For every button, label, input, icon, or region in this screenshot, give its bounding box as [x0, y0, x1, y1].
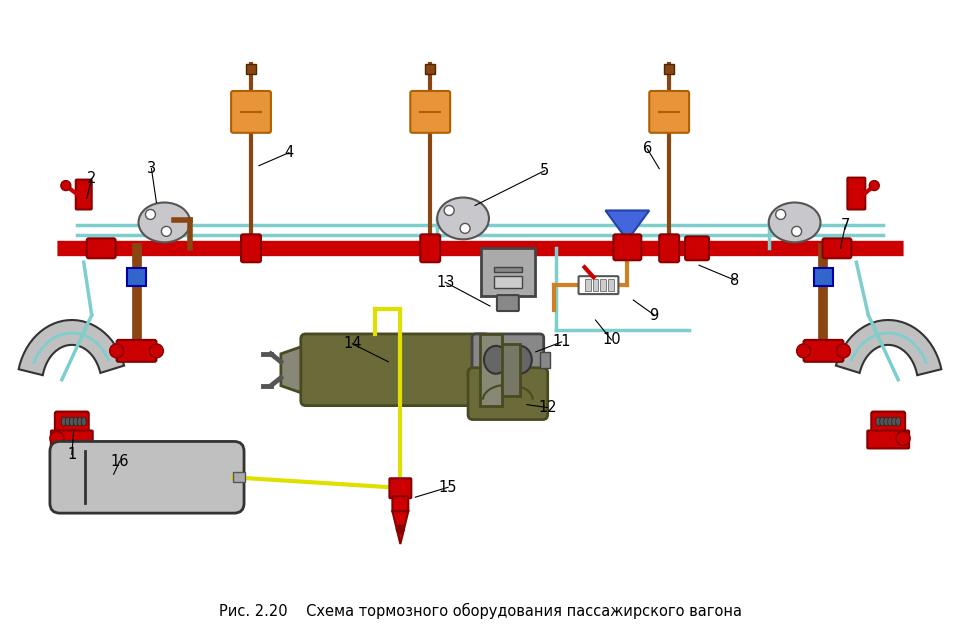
- FancyBboxPatch shape: [650, 91, 689, 133]
- FancyBboxPatch shape: [410, 91, 450, 133]
- FancyBboxPatch shape: [494, 276, 522, 288]
- FancyBboxPatch shape: [814, 268, 833, 286]
- FancyBboxPatch shape: [494, 267, 522, 272]
- Circle shape: [836, 344, 850, 358]
- FancyBboxPatch shape: [51, 430, 92, 448]
- FancyBboxPatch shape: [601, 279, 606, 291]
- Ellipse shape: [65, 417, 70, 426]
- FancyBboxPatch shape: [116, 340, 157, 362]
- FancyBboxPatch shape: [613, 235, 641, 260]
- FancyBboxPatch shape: [803, 340, 844, 362]
- FancyBboxPatch shape: [86, 238, 115, 258]
- Text: 16: 16: [111, 454, 129, 469]
- Ellipse shape: [884, 417, 889, 426]
- FancyBboxPatch shape: [497, 295, 519, 311]
- Text: 10: 10: [603, 332, 621, 347]
- Text: 6: 6: [643, 141, 652, 156]
- FancyBboxPatch shape: [584, 279, 590, 291]
- Text: 4: 4: [284, 145, 293, 160]
- Text: 9: 9: [650, 307, 659, 323]
- Text: Рис. 2.20    Схема тормозного оборудования пассажирского вагона: Рис. 2.20 Схема тормозного оборудования …: [218, 603, 742, 619]
- FancyBboxPatch shape: [579, 276, 618, 294]
- Ellipse shape: [138, 202, 190, 242]
- Ellipse shape: [769, 202, 821, 242]
- FancyBboxPatch shape: [420, 235, 440, 262]
- Ellipse shape: [892, 417, 897, 426]
- FancyBboxPatch shape: [502, 344, 520, 396]
- Ellipse shape: [73, 417, 78, 426]
- Ellipse shape: [77, 417, 83, 426]
- FancyBboxPatch shape: [76, 179, 91, 209]
- Circle shape: [870, 181, 879, 191]
- Text: 1: 1: [67, 447, 77, 462]
- FancyBboxPatch shape: [608, 279, 614, 291]
- Ellipse shape: [879, 417, 885, 426]
- Polygon shape: [18, 320, 124, 375]
- Circle shape: [792, 226, 801, 236]
- Text: 2: 2: [87, 171, 96, 186]
- FancyBboxPatch shape: [127, 268, 146, 286]
- Ellipse shape: [875, 417, 880, 426]
- FancyBboxPatch shape: [480, 334, 502, 406]
- Ellipse shape: [69, 417, 74, 426]
- Circle shape: [150, 344, 163, 358]
- Circle shape: [797, 344, 810, 358]
- FancyBboxPatch shape: [659, 235, 679, 262]
- Ellipse shape: [437, 198, 489, 240]
- Text: 7: 7: [841, 218, 850, 233]
- Ellipse shape: [888, 417, 893, 426]
- FancyBboxPatch shape: [468, 368, 548, 420]
- FancyBboxPatch shape: [664, 64, 675, 74]
- Circle shape: [161, 226, 171, 236]
- Ellipse shape: [484, 346, 507, 374]
- FancyBboxPatch shape: [481, 249, 534, 296]
- FancyBboxPatch shape: [234, 472, 245, 482]
- FancyBboxPatch shape: [50, 441, 244, 513]
- Circle shape: [110, 344, 124, 358]
- Polygon shape: [281, 347, 301, 392]
- Text: 5: 5: [540, 163, 550, 178]
- Circle shape: [50, 432, 63, 446]
- Ellipse shape: [82, 417, 86, 426]
- Text: 15: 15: [439, 480, 457, 495]
- Ellipse shape: [62, 417, 66, 426]
- FancyBboxPatch shape: [389, 478, 411, 498]
- FancyBboxPatch shape: [392, 496, 408, 512]
- Circle shape: [897, 432, 910, 446]
- Polygon shape: [392, 511, 408, 544]
- FancyBboxPatch shape: [872, 411, 905, 432]
- Ellipse shape: [507, 346, 531, 374]
- FancyBboxPatch shape: [472, 334, 544, 385]
- Circle shape: [444, 205, 455, 216]
- FancyBboxPatch shape: [426, 64, 435, 74]
- FancyBboxPatch shape: [301, 334, 490, 406]
- FancyBboxPatch shape: [231, 91, 271, 133]
- FancyBboxPatch shape: [593, 279, 599, 291]
- Circle shape: [776, 209, 786, 219]
- Circle shape: [61, 181, 71, 191]
- FancyBboxPatch shape: [246, 64, 256, 74]
- Circle shape: [145, 209, 156, 219]
- Polygon shape: [605, 210, 650, 240]
- FancyBboxPatch shape: [540, 352, 550, 368]
- FancyBboxPatch shape: [495, 378, 521, 399]
- Text: 8: 8: [730, 273, 740, 288]
- FancyBboxPatch shape: [241, 235, 261, 262]
- Text: 11: 11: [553, 334, 571, 349]
- Ellipse shape: [896, 417, 900, 426]
- FancyBboxPatch shape: [685, 236, 709, 260]
- Text: 13: 13: [436, 275, 455, 290]
- Circle shape: [396, 525, 405, 533]
- Text: 14: 14: [343, 337, 361, 351]
- Text: 12: 12: [538, 400, 557, 415]
- FancyBboxPatch shape: [55, 411, 88, 432]
- FancyBboxPatch shape: [848, 178, 865, 209]
- Circle shape: [460, 223, 470, 233]
- FancyBboxPatch shape: [867, 430, 909, 448]
- Text: 3: 3: [147, 161, 156, 176]
- Polygon shape: [836, 320, 942, 375]
- FancyBboxPatch shape: [823, 238, 851, 258]
